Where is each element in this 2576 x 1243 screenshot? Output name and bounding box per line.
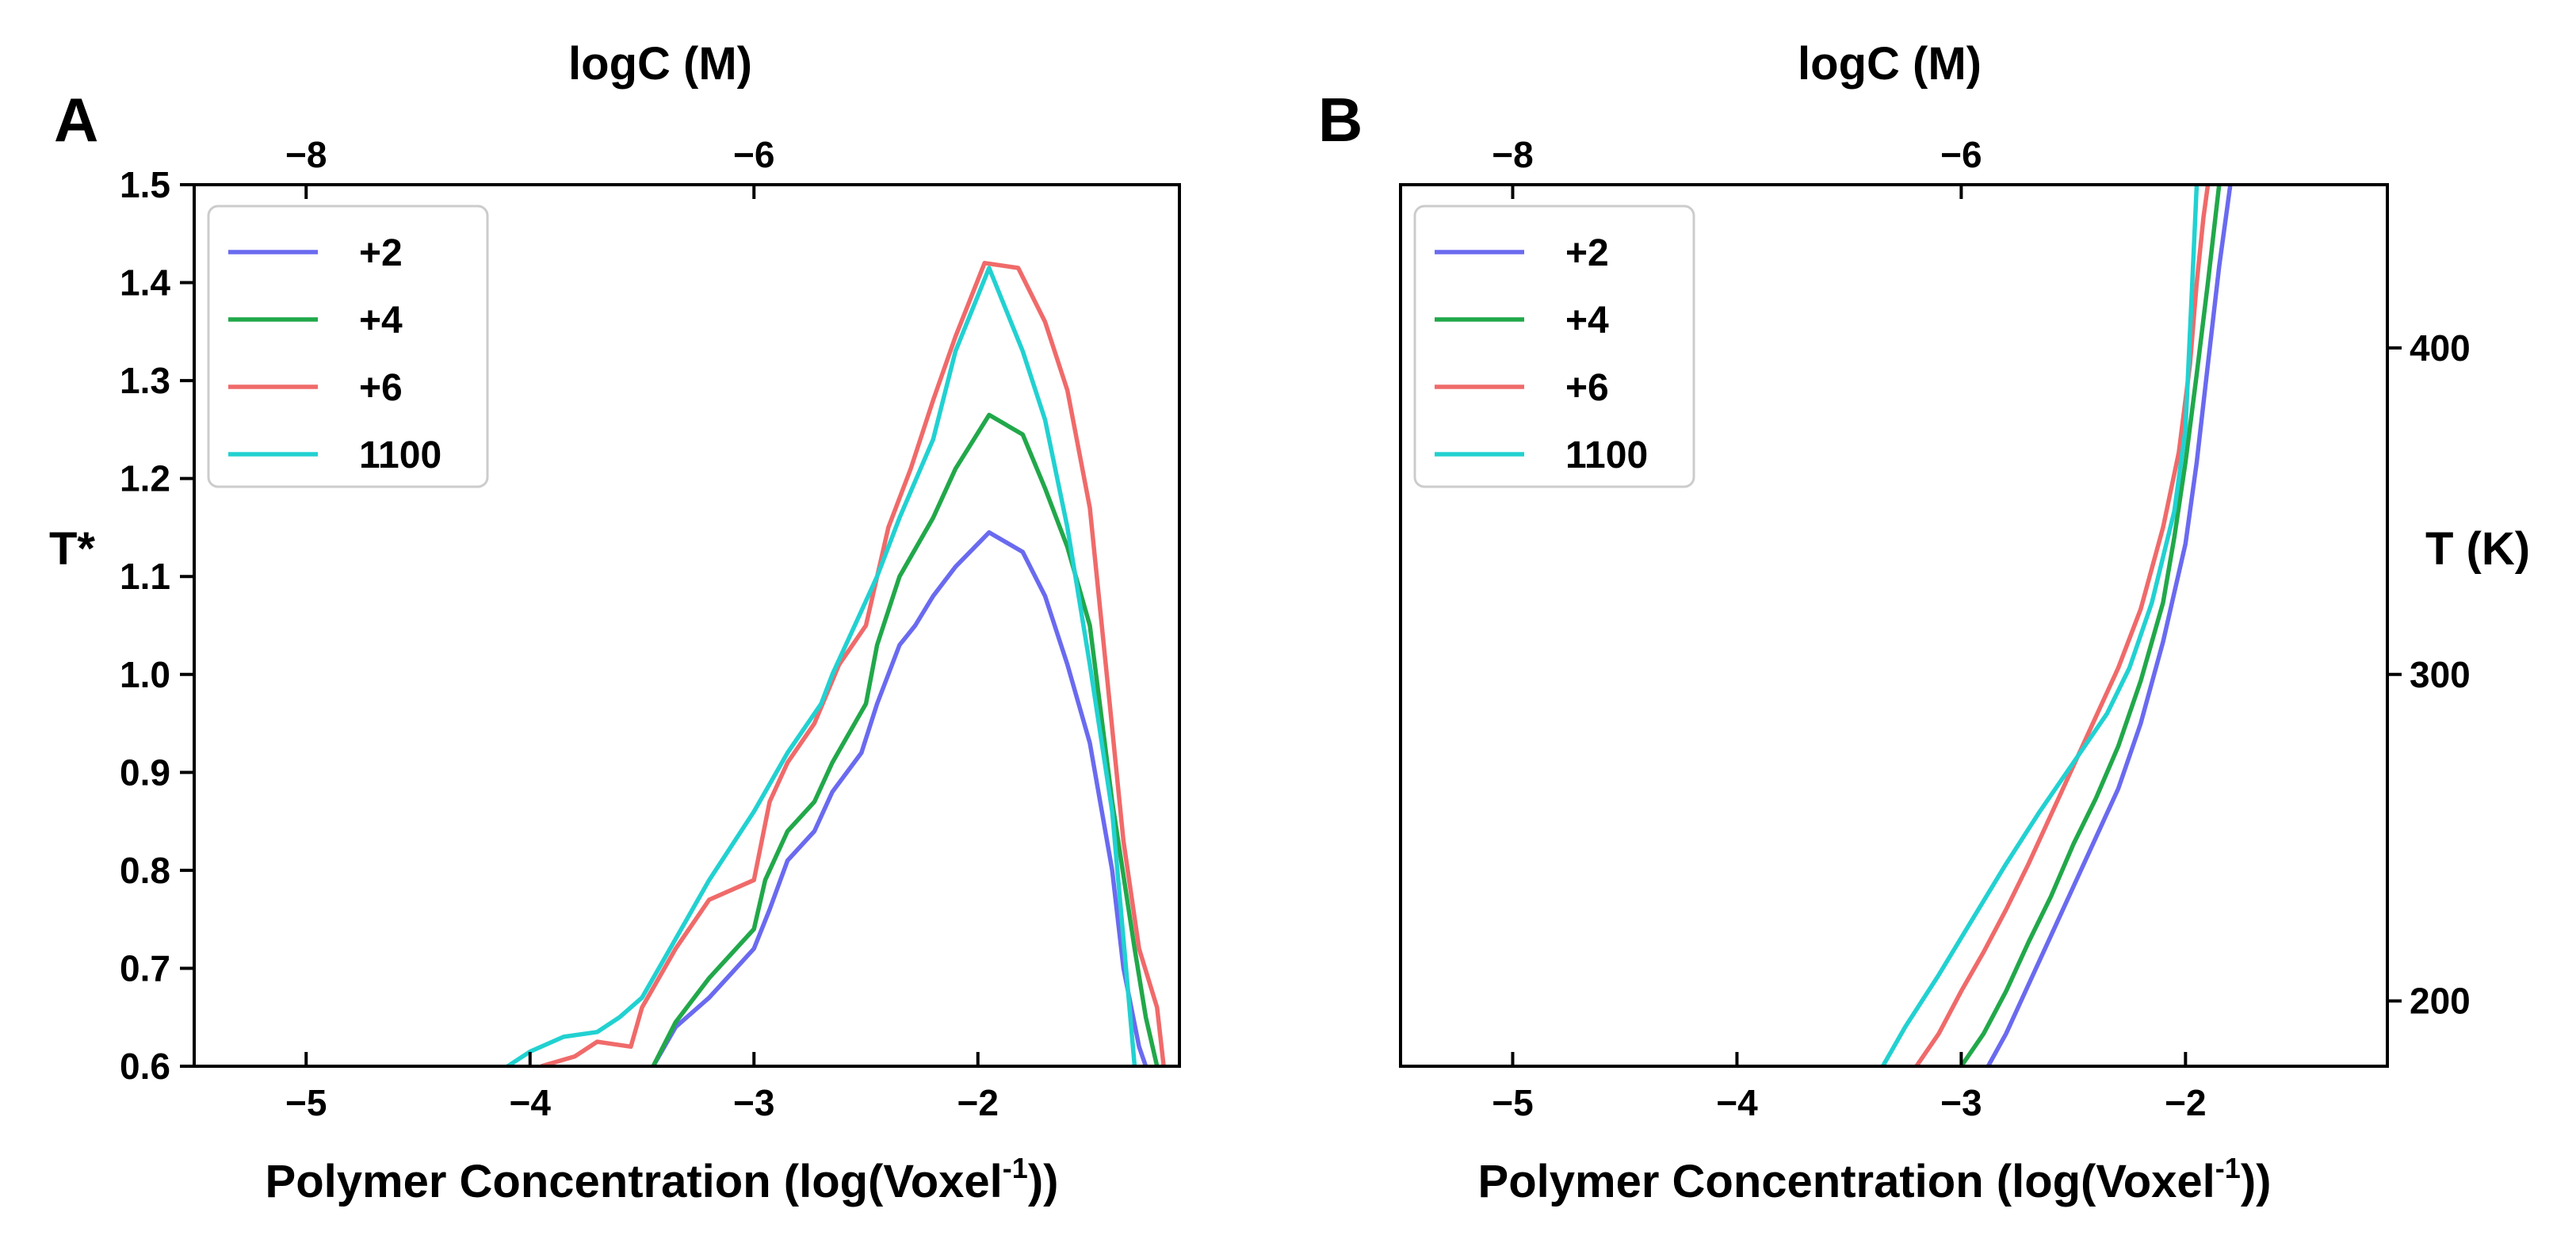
legend-label: +2 — [359, 232, 403, 274]
series-line-plus6 — [1914, 185, 2211, 1066]
y-tick-label: 300 — [2410, 654, 2471, 695]
panel-a-frame — [193, 183, 1181, 1068]
series-line-plus2 — [651, 530, 1148, 1066]
x-axis-title-suffix: )) — [2241, 1156, 2272, 1207]
legend-label: +6 — [359, 367, 403, 409]
panel-a-y-axis-title: T* — [49, 523, 95, 575]
panel-b-letter: B — [1318, 85, 1363, 155]
legend-label: 1100 — [1565, 434, 1648, 476]
series-line-plus4 — [1959, 185, 2222, 1066]
y-tick-label: 1.1 — [120, 556, 170, 597]
series-line-plus2 — [1986, 185, 2233, 1066]
top-x-tick-label: −6 — [1940, 134, 1982, 175]
panel-b-plot-area: −5 −4 −3 −2 −8 −6 200 300 400 — [1492, 134, 2470, 1123]
panel-b-x-axis-title: Polymer Concentration (log(Voxel-1)) — [1478, 1152, 2272, 1207]
y-tick-label: 400 — [2410, 327, 2471, 369]
legend-label: +4 — [359, 300, 403, 342]
series-line-1100 — [1881, 185, 2200, 1066]
y-tick-label: 1.2 — [120, 458, 170, 499]
legend-label: +4 — [1565, 300, 1609, 342]
panel-b-top-axis-title: logC (M) — [1798, 38, 1982, 90]
legend-label: 1100 — [359, 434, 441, 476]
x-tick-label: −4 — [510, 1082, 552, 1123]
x-tick-label: −2 — [2165, 1082, 2206, 1123]
x-axis-title-suffix: )) — [1028, 1156, 1059, 1207]
x-axis-title-main: Polymer Concentration (log(Voxel — [266, 1156, 1003, 1207]
panel-b-frame — [1399, 183, 2389, 1068]
y-tick-label: 0.9 — [120, 752, 170, 793]
series-line-plus4 — [651, 412, 1160, 1066]
x-tick-label: −3 — [1940, 1082, 1982, 1123]
legend-label: +2 — [1565, 232, 1609, 274]
panel-a-top-axis-title: logC (M) — [568, 38, 752, 90]
top-x-tick-label: −8 — [1492, 134, 1533, 175]
x-axis-title-main: Polymer Concentration (log(Voxel — [1478, 1156, 2215, 1207]
legend-box — [207, 205, 489, 488]
y-tick-label: 1.5 — [120, 164, 170, 205]
series-line-plus6 — [541, 261, 1166, 1066]
y-tick-label: 1.3 — [120, 360, 170, 401]
x-axis-title-superscript: -1 — [1003, 1152, 1028, 1184]
x-tick-label: −2 — [957, 1082, 999, 1123]
y-tick-label: 0.7 — [120, 947, 170, 989]
x-tick-label: −5 — [285, 1082, 327, 1123]
x-axis-title-superscript: -1 — [2215, 1152, 2241, 1184]
panel-a: A logC (M) T* Polymer Concentration (log… — [49, 38, 1181, 1207]
series-line-1100 — [506, 266, 1137, 1066]
x-tick-label: −3 — [733, 1082, 774, 1123]
legend-label: +6 — [1565, 367, 1609, 409]
y-tick-label: 0.8 — [120, 850, 170, 891]
top-x-tick-label: −6 — [733, 134, 774, 175]
y-tick-label: 1.4 — [120, 262, 170, 304]
panel-b: B logC (M) T (K) Polymer Concentration (… — [1318, 38, 2530, 1207]
panel-a-legend: +2 +4 +6 1100 — [207, 205, 489, 488]
panel-a-letter: A — [54, 85, 98, 155]
panel-a-x-axis-title: Polymer Concentration (log(Voxel-1)) — [266, 1152, 1059, 1207]
x-tick-label: −5 — [1492, 1082, 1533, 1123]
x-tick-label: −4 — [1716, 1082, 1758, 1123]
y-tick-label: 1.0 — [120, 654, 170, 695]
panel-b-legend: +2 +4 +6 1100 — [1413, 205, 1695, 488]
panel-b-y-axis-title: T (K) — [2425, 523, 2530, 575]
legend-box — [1413, 205, 1695, 488]
top-x-tick-label: −8 — [285, 134, 327, 175]
y-tick-label: 0.6 — [120, 1046, 170, 1087]
panel-a-plot-area: −5 −4 −3 −2 −8 −6 0.6 0.7 0.8 0.9 1.0 1.1 1.2 1.3 1.4 1… — [120, 134, 1166, 1123]
y-tick-label: 200 — [2410, 981, 2471, 1022]
